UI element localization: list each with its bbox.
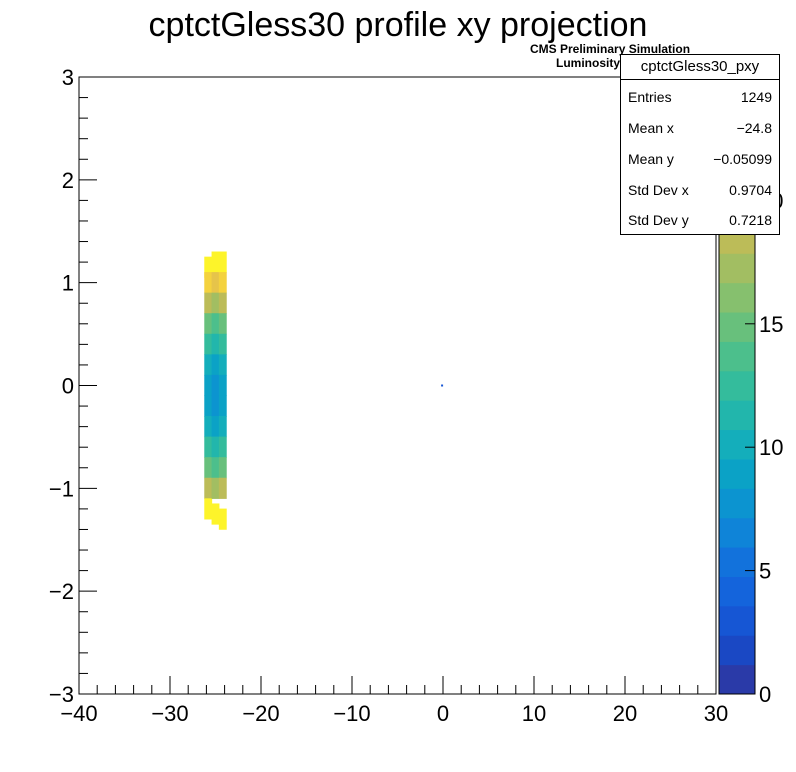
stat-label: Mean x: [628, 120, 674, 136]
heatmap-cell: [218, 436, 227, 458]
stat-value: 0.7218: [729, 212, 772, 228]
heatmap-cell: [441, 384, 444, 387]
heatmap-cell: [204, 498, 213, 520]
palette-tick-label: 5: [759, 559, 771, 584]
y-tick-label: 3: [62, 65, 74, 90]
palette-swatch: [719, 429, 755, 460]
y-tick-label: −2: [49, 579, 74, 604]
x-tick-label: 20: [613, 701, 637, 726]
heatmap-cell: [204, 416, 213, 438]
x-tick-label: −20: [242, 701, 279, 726]
stat-label: Std Dev y: [628, 212, 689, 228]
heatmap-cell: [211, 354, 220, 376]
y-tick-label: −3: [49, 682, 74, 707]
x-tick-label: 30: [704, 701, 728, 726]
heatmap-cell: [204, 436, 213, 458]
stat-value: −0.05099: [713, 151, 772, 167]
heatmap-cell: [211, 416, 220, 438]
heatmap-cell: [204, 354, 213, 376]
stat-value: 0.9704: [729, 182, 772, 198]
heatmap-cell: [218, 416, 227, 438]
stat-label: Mean y: [628, 151, 674, 167]
stats-box: cptctGless30_pxy Entries 1249 Mean x −24…: [620, 54, 780, 235]
heatmap-cell: [218, 333, 227, 355]
palette-swatch: [719, 635, 755, 666]
heatmap-cell: [204, 256, 213, 278]
palette-swatch: [719, 312, 755, 342]
heatmap-cell: [218, 292, 227, 314]
heatmap-cell: [211, 251, 220, 273]
palette-tick-label: 10: [759, 435, 783, 460]
palette-tick-label: 0: [759, 682, 771, 707]
heatmap-cell: [211, 272, 220, 294]
palette-swatch: [719, 458, 755, 489]
heatmap-cell: [218, 508, 227, 530]
y-tick-label: −1: [49, 476, 74, 501]
heatmap-cell: [204, 313, 213, 335]
palette-swatch: [719, 664, 755, 695]
stat-label: Std Dev x: [628, 182, 689, 198]
heatmap-cell: [218, 272, 227, 294]
heatmap-cell: [211, 457, 220, 479]
chart-title: cptctGless30 profile xy projection: [148, 6, 648, 44]
heatmap-cell: [218, 313, 227, 335]
palette-swatch: [719, 253, 755, 284]
stats-title: cptctGless30_pxy: [621, 55, 779, 80]
heatmap-cell: [218, 477, 227, 499]
heatmap-cell: [204, 333, 213, 355]
heatmap-cell: [204, 374, 213, 397]
heatmap-cell: [211, 395, 220, 417]
palette-swatch: [719, 605, 755, 636]
cms-label: CMS Preliminary Simulation: [530, 42, 691, 56]
y-tick-label: 2: [62, 168, 74, 193]
palette-swatch: [719, 488, 755, 519]
heatmap-cell: [218, 251, 227, 273]
y-tick-label: 0: [62, 374, 74, 399]
palette-swatch: [719, 341, 755, 372]
y-tick-label: 1: [62, 271, 74, 296]
heatmap-cell: [204, 457, 213, 479]
stat-value: −24.8: [736, 120, 772, 136]
heatmap-cell: [211, 333, 220, 355]
palette-tick-label: 15: [759, 312, 783, 337]
heatmap-cell: [218, 374, 227, 397]
heatmap-cell: [204, 477, 213, 499]
stat-label: Entries: [628, 89, 672, 105]
heatmap-cell: [211, 292, 220, 314]
palette-swatch: [719, 282, 755, 313]
palette-swatch: [719, 370, 755, 401]
stat-value: 1249: [740, 89, 772, 105]
x-tick-label: −30: [151, 701, 188, 726]
heatmap-cell: [211, 503, 220, 525]
heatmap-cell: [211, 436, 220, 458]
palette-swatch: [719, 517, 755, 548]
heatmap-cell: [211, 477, 220, 499]
x-tick-label: 0: [437, 701, 449, 726]
heatmap-cell: [204, 272, 213, 294]
palette-swatch: [719, 400, 755, 431]
x-tick-label: 10: [522, 701, 546, 726]
heatmap-cell: [218, 395, 227, 417]
heatmap-cell: [204, 395, 213, 417]
heatmap-cell: [211, 374, 220, 397]
x-tick-label: −40: [60, 701, 97, 726]
x-tick-label: −10: [333, 701, 370, 726]
heatmap-cell: [204, 292, 213, 314]
heatmap-cell: [218, 354, 227, 376]
palette-swatch: [719, 547, 755, 577]
palette-swatch: [719, 576, 755, 607]
heatmap-cell: [218, 457, 227, 479]
heatmap-cell: [211, 313, 220, 335]
